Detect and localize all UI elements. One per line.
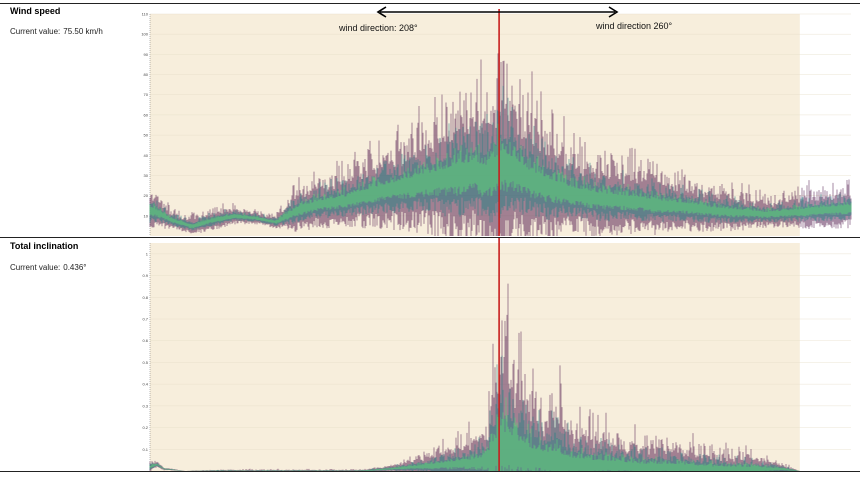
y-tick-label: 1 (146, 251, 149, 256)
total-inclination-panel: Total inclination Current value: 0.436° 0… (0, 237, 860, 473)
y-tick-label: 40 (144, 153, 149, 158)
density-layer-2 (149, 397, 800, 471)
y-tick-label: 60 (144, 112, 149, 117)
arrow-left-head (376, 6, 387, 18)
wind-speed-current: Current value: 75.50 km/h (10, 27, 103, 36)
y-tick-label: 100 (141, 32, 148, 37)
arrow-right-head (608, 6, 619, 18)
wind-speed-title: Wind speed (10, 6, 61, 16)
y-tick-label: 0.3 (142, 403, 148, 408)
y-tick-label: 0.7 (142, 317, 148, 322)
y-tick-label: 70 (144, 92, 149, 97)
inclination-current-label: Current value: (10, 263, 61, 272)
inclination-title: Total inclination (10, 241, 79, 251)
wind-direction-arrows (376, 6, 619, 18)
panel-divider (0, 237, 860, 238)
y-tick-label: 0.9 (142, 273, 148, 278)
inclination-current-value: 0.436° (63, 263, 87, 272)
top-rule (0, 3, 860, 4)
plot-background (150, 243, 800, 471)
wind-speed-chart[interactable]: 10 20 30 40 50 60 70 80 90 100 110 wind direction: … (0, 0, 860, 237)
y-tick-label: 0.1 (142, 447, 148, 452)
y-tick-label: 0.8 (142, 295, 148, 300)
y-tick-label: 90 (144, 52, 149, 57)
y-tick-label: 0.4 (142, 382, 148, 387)
wind-speed-current-label: Current value: (10, 27, 61, 36)
y-tick-label: 20 (144, 193, 149, 198)
y-tick-label: 30 (144, 173, 149, 178)
y-tick-label: 0.6 (142, 338, 148, 343)
inclination-chart[interactable]: 0.1 0.2 0.3 0.4 0.5 0.6 0.7 0.8 0.9 1 (0, 237, 860, 473)
density-layer-2 (149, 123, 852, 229)
y-tick-label: 0.2 (142, 425, 148, 430)
y-tick-label: 110 (142, 12, 149, 17)
wind-direction-left-label: wind direction: 208° (338, 23, 418, 33)
bottom-rule (0, 471, 860, 472)
inclination-current: Current value: 0.436° (10, 263, 86, 272)
y-tick-label: 50 (144, 133, 149, 138)
wind-speed-current-value: 75.50 km/h (63, 27, 103, 36)
wind-direction-right-label: wind direction 260° (595, 21, 673, 31)
y-tick-label: 80 (144, 72, 149, 77)
y-tick-label: 0.5 (142, 360, 148, 365)
y-tick-label: 10 (144, 213, 149, 218)
wind-speed-panel: Wind speed Current value: 75.50 km/h 10 20… (0, 0, 860, 237)
